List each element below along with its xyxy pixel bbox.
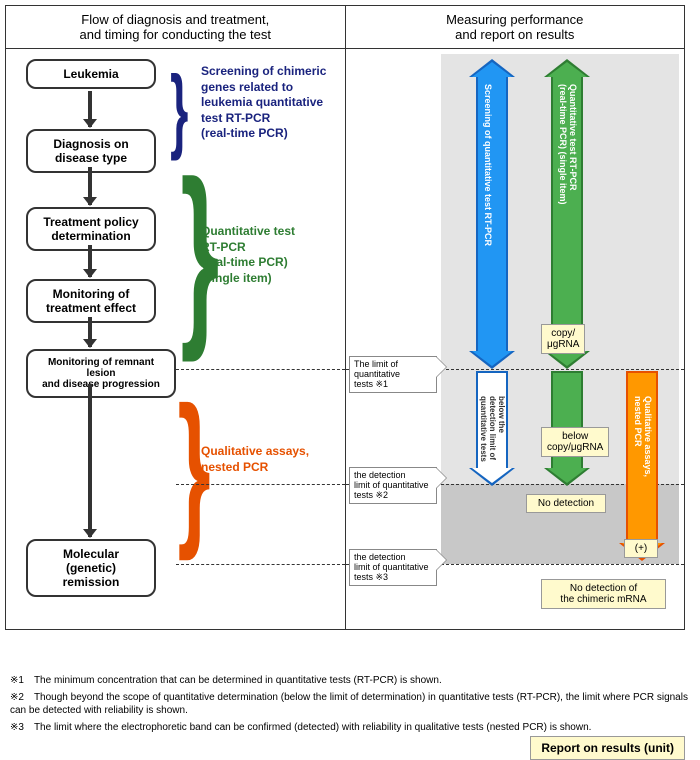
diagram: Flow of diagnosis and treatment,and timi… bbox=[5, 5, 685, 630]
footnote: ※2 Though beyond the scope of quantitati… bbox=[10, 691, 690, 717]
footnote: ※1 The minimum concentration that can be… bbox=[10, 674, 690, 687]
annotation: Quantitative testRT-PCR(real-time PCR)(s… bbox=[201, 224, 295, 286]
dash-line bbox=[176, 564, 345, 565]
footnotes: ※1 The minimum concentration that can be… bbox=[0, 674, 700, 734]
report-label: Report on results (unit) bbox=[530, 736, 685, 760]
result-label: No detection bbox=[526, 494, 606, 513]
result-label: No detection ofthe chimeric mRNA bbox=[541, 579, 666, 609]
limit-label: the detectionlimit of quantitativetests … bbox=[349, 549, 437, 586]
header-right: Measuring performanceand report on resul… bbox=[346, 6, 685, 48]
flow-arrow bbox=[88, 91, 92, 127]
left-panel: LeukemiaDiagnosis ondisease typeTreatmen… bbox=[6, 49, 346, 629]
flow-box: Monitoring of remnant lesionand disease … bbox=[26, 349, 176, 398]
right-panel: The limit ofquantitativetests ※1 the dete… bbox=[346, 49, 684, 629]
vertical-arrow: Qualitative assays,nested PCR bbox=[626, 371, 658, 561]
flow-box: Molecular (genetic)remission bbox=[26, 539, 156, 597]
flow-arrow bbox=[88, 384, 92, 537]
result-label: copy/μgRNA bbox=[541, 324, 585, 354]
limit-label: the detectionlimit of quantitativetests … bbox=[349, 467, 437, 504]
flow-arrow bbox=[88, 317, 92, 347]
body: LeukemiaDiagnosis ondisease typeTreatmen… bbox=[6, 49, 684, 629]
annotation: Screening of chimericgenes related toleu… bbox=[201, 64, 326, 142]
vertical-arrow: below thedetection limit ofquantitative … bbox=[476, 371, 508, 486]
limit-label: The limit ofquantitativetests ※1 bbox=[349, 356, 437, 393]
vertical-arrow: Screening of quantitative test RT-PCR bbox=[476, 59, 508, 369]
dash-line bbox=[176, 369, 345, 370]
header-left: Flow of diagnosis and treatment,and timi… bbox=[6, 6, 346, 48]
header: Flow of diagnosis and treatment,and timi… bbox=[6, 6, 684, 49]
flow-box: Leukemia bbox=[26, 59, 156, 89]
annotation: Qualitative assays,nested PCR bbox=[201, 444, 309, 475]
flow-arrow bbox=[88, 167, 92, 205]
flow-arrow bbox=[88, 245, 92, 277]
vertical-arrow: Quantitative test RT-PCR(real-time PCR) … bbox=[551, 59, 583, 369]
dash-line bbox=[176, 484, 345, 485]
result-label: (+) bbox=[624, 539, 658, 558]
footnote: ※3 The limit where the electrophoretic b… bbox=[10, 721, 690, 734]
result-label: belowcopy/μgRNA bbox=[541, 427, 609, 457]
